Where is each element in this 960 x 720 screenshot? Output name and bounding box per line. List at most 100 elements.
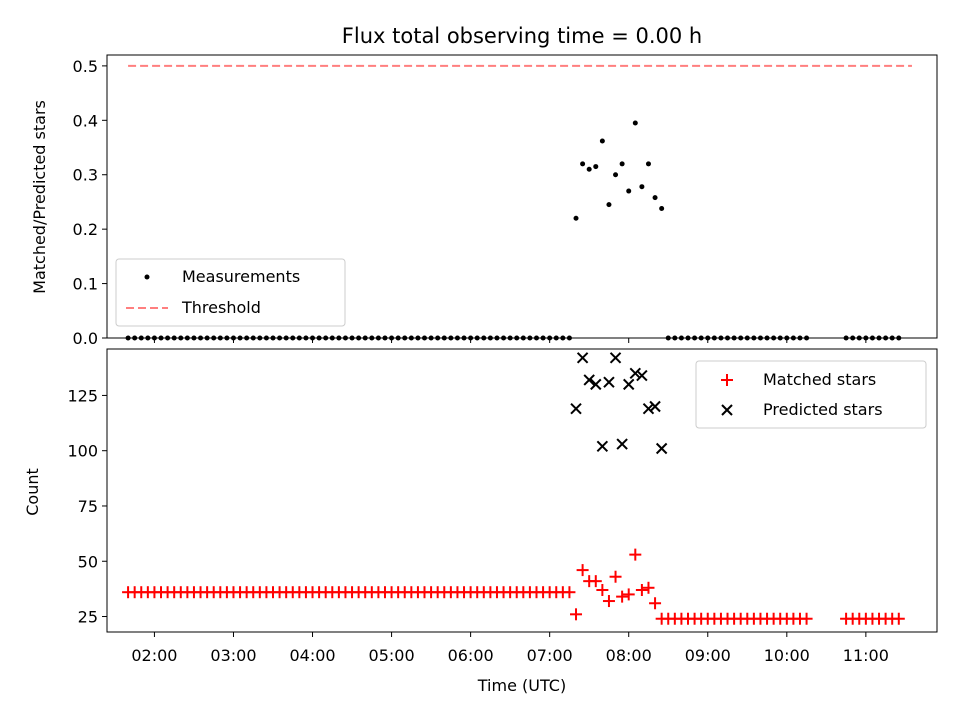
bottom-y-tick-label: 75 [78, 497, 98, 516]
measurement-point [395, 335, 401, 341]
top-y-tick-label: 0.2 [73, 220, 98, 239]
measurement-point [527, 335, 533, 341]
measurement-point [277, 335, 283, 341]
legend-marker-predicted [721, 404, 733, 416]
measurement-point [652, 195, 658, 201]
matched-star-point [629, 548, 642, 561]
measurement-point [303, 335, 309, 341]
measurement-point [217, 335, 223, 341]
x-tick-label: 02:00 [131, 646, 177, 665]
matched-star-point [655, 612, 668, 625]
measurement-point [520, 335, 526, 341]
measurement-point [843, 335, 849, 341]
measurement-point [178, 335, 184, 341]
measurement-point [711, 335, 717, 341]
measurement-point [725, 335, 731, 341]
measurement-point [718, 335, 724, 341]
measurement-point [125, 335, 131, 341]
measurement-point [349, 335, 355, 341]
measurement-point [441, 335, 447, 341]
matched-star-point [622, 588, 635, 601]
measurement-point [771, 335, 777, 341]
measurement-point [375, 335, 381, 341]
top-marks [125, 64, 912, 341]
measurement-point [171, 335, 177, 341]
measurement-point [145, 335, 151, 341]
measurement-point [428, 335, 434, 341]
measurement-point [896, 335, 902, 341]
measurement-point [804, 335, 810, 341]
measurement-point [751, 335, 757, 341]
measurement-point [422, 335, 428, 341]
measurement-point [632, 120, 638, 126]
matched-star-point [563, 586, 576, 599]
measurement-point [777, 335, 783, 341]
matched-star-point [649, 597, 662, 610]
measurement-point [764, 335, 770, 341]
bottom-x-axis-ticks: 02:00 03:00 04:00 05:00 06:00 07:00 08:00 09:00… [131, 632, 889, 665]
x-tick-label: 10:00 [764, 646, 810, 665]
matched-star-point [589, 575, 602, 588]
measurement-point [883, 335, 889, 341]
measurement-point [257, 335, 263, 341]
predicted-star-point [590, 378, 602, 391]
top-y-tick-label: 0.4 [73, 111, 98, 130]
bottom-plot-area [106, 348, 938, 633]
bottom-y-axis-label: Count [23, 468, 42, 516]
predicted-star-point [596, 440, 609, 452]
top-panel: 0.0 0.1 0.2 0.3 0.4 0.5 Matched/Predicted sta… [30, 54, 938, 348]
measurement-point [586, 166, 592, 172]
measurement-point [362, 335, 368, 341]
predicted-star-point [576, 352, 589, 364]
measurement-point [639, 184, 645, 190]
top-y-tick-label: 0.5 [73, 57, 98, 76]
predicted-star-point [642, 402, 655, 415]
top-y-axis-label: Matched/Predicted stars [30, 100, 49, 294]
bottom-y-axis-ticks: 25 50 75 100 125 [67, 386, 107, 627]
measurement-point [797, 335, 803, 341]
top-x-axis-ticks [153, 338, 867, 343]
measurement-point [613, 172, 619, 178]
matched-star-point [892, 612, 905, 625]
measurement-point [474, 335, 480, 341]
measurement-point [790, 335, 796, 341]
measurement-point [876, 335, 882, 341]
x-tick-label: 06:00 [448, 646, 494, 665]
top-y-tick-label: 0.3 [73, 166, 98, 185]
matched-star-point [576, 564, 589, 577]
measurement-point [415, 335, 421, 341]
measurement-point [560, 335, 566, 341]
bottom-y-tick-label: 50 [78, 552, 98, 571]
measurement-point [435, 335, 441, 341]
measurement-point [283, 335, 289, 341]
bottom-legend: Matched stars Predicted stars [695, 360, 927, 429]
measurement-point [672, 335, 678, 341]
measurement-point [738, 335, 744, 341]
legend-label-matched: Matched stars [763, 370, 876, 389]
measurement-point [204, 335, 210, 341]
measurement-point [250, 335, 256, 341]
measurement-point [336, 335, 342, 341]
bottom-marks [122, 352, 905, 625]
x-tick-label: 07:00 [527, 646, 573, 665]
chart-title: Flux total observing time = 0.00 h [342, 24, 702, 48]
measurement-point [290, 335, 296, 341]
measurement-point [191, 335, 197, 341]
measurement-point [342, 335, 348, 341]
bottom-panel: 25 50 75 100 125 02:00 03:00 04:00 05:00 06:00 07… [23, 348, 938, 695]
legend-marker-matched [721, 374, 733, 386]
measurement-point [494, 335, 500, 341]
measurement-point [850, 335, 856, 341]
measurement-point [132, 335, 138, 341]
measurement-point [593, 164, 599, 170]
measurement-point [296, 335, 302, 341]
predicted-star-point [616, 438, 628, 450]
measurement-point [138, 335, 144, 341]
measurement-point [165, 335, 171, 341]
matched-star-point [602, 595, 615, 608]
measurement-point [665, 335, 671, 341]
legend-marker-measurements [144, 274, 150, 280]
measurement-point [211, 335, 217, 341]
measurement-point [619, 161, 625, 167]
measurement-point [402, 335, 408, 341]
